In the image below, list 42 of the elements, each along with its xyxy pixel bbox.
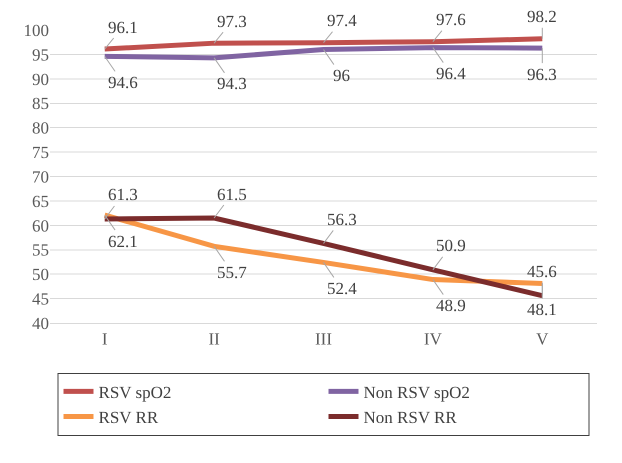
data-label: 94.6 [108, 73, 138, 92]
x-tick-label: II [208, 329, 220, 348]
data-label: 61.3 [108, 185, 138, 204]
data-label: 97.6 [436, 10, 466, 29]
data-label: 55.7 [217, 263, 248, 282]
legend-label: Non RSV RR [364, 408, 458, 428]
y-tick-label: 45 [32, 290, 49, 309]
legend-label: RSV RR [98, 408, 159, 428]
data-label: 96.4 [436, 64, 466, 83]
data-label: 56.3 [327, 210, 357, 229]
x-tick-label: III [315, 329, 332, 348]
data-label: 96 [333, 66, 350, 85]
legend-label: Non RSV spO2 [364, 382, 470, 402]
y-tick-label: 85 [32, 94, 49, 114]
data-label: 45.6 [527, 262, 557, 281]
y-tick-label: 40 [32, 314, 49, 333]
data-label: 94.3 [217, 74, 247, 93]
data-label: 62.1 [108, 232, 138, 251]
data-label: 48.9 [436, 296, 466, 315]
y-tick-label: 55 [32, 240, 49, 260]
data-label: 97.3 [217, 12, 247, 31]
y-tick-label: 90 [32, 70, 49, 89]
x-tick-label: IV [424, 329, 443, 348]
data-label: 98.2 [527, 7, 557, 26]
y-tick-label: 80 [32, 118, 49, 138]
data-label: 48.1 [527, 300, 557, 319]
data-label: 96.1 [108, 18, 138, 37]
x-tick-label: I [102, 329, 108, 348]
data-label: 61.5 [217, 185, 247, 204]
legend-label: RSV spO2 [98, 382, 172, 402]
x-tick-label: V [536, 329, 550, 348]
y-tick-label: 100 [24, 20, 49, 40]
y-tick-label: 50 [32, 265, 49, 284]
y-tick-label: 60 [32, 216, 49, 236]
y-tick-label: 75 [32, 143, 49, 162]
y-tick-label: 95 [32, 45, 49, 64]
data-label: 96.3 [527, 65, 557, 84]
y-tick-label: 65 [32, 192, 49, 211]
data-label: 50.9 [436, 236, 466, 255]
y-tick-label: 70 [32, 167, 49, 186]
data-label: 52.4 [327, 279, 358, 298]
data-label: 97.4 [327, 11, 358, 30]
